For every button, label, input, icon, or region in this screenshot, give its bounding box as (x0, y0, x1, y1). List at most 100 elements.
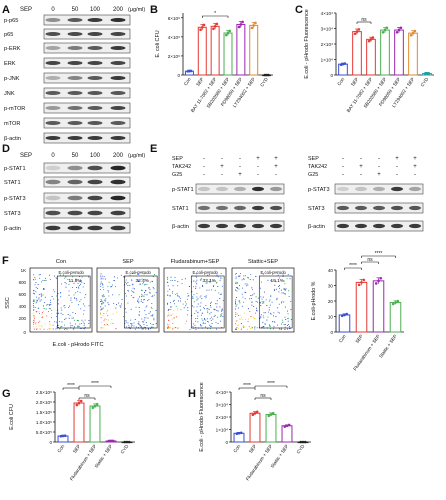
panel-e-left-row-label-1: TAK242 (172, 164, 191, 170)
flow-plot-3-event (254, 317, 256, 319)
flow-plot-1-event (131, 324, 133, 326)
panel-a-letter: A (2, 4, 10, 16)
flow-plot-1-event (141, 318, 143, 320)
flow-plot-1-event (151, 308, 153, 309)
flow-plot-3-event (287, 318, 289, 319)
panel-f-bar-dot-2-0 (374, 282, 378, 285)
panel-d-protein-1: STAT1 (4, 180, 21, 186)
panel-h-dot-4-1 (301, 440, 305, 444)
panel-b-dot-6-2 (267, 73, 270, 77)
panel-g-sig-0-label: **** (67, 383, 75, 389)
flow-plot-1-event (141, 289, 143, 291)
panel-c-dot-2-1 (369, 38, 373, 41)
panel-b-ytick-label-3: 6×10⁶ (168, 16, 180, 21)
panel-b-dot-1-0 (199, 28, 202, 31)
panel-d-blot-strip-4 (43, 222, 131, 234)
flow-plot-1-event (129, 274, 131, 276)
panel-a-band-6-2 (87, 106, 103, 110)
flow-plot-2-event (213, 308, 215, 310)
flow-plot-0-event (69, 322, 71, 324)
panel-e-left-row-label-2: G25 (172, 172, 182, 178)
flow-plot-2-event (168, 312, 170, 314)
panel-f-bar-bar-3 (389, 302, 402, 333)
panel-e-left-sign-0-3: + (256, 156, 260, 162)
flow-plot-2-event (186, 314, 188, 316)
panel-d-band-2-3 (110, 195, 126, 201)
panel-c-dot-3-1 (383, 28, 387, 32)
flow-plot-2-event (178, 300, 180, 302)
flow-plot-2-event (177, 327, 179, 329)
flow-plot-0-event (51, 309, 53, 311)
panel-c-ytick-label-3: 3×10⁴ (321, 27, 333, 32)
flow-plot-3-event (251, 327, 253, 328)
flow-plot-3-event (284, 293, 286, 295)
panel-d-band-4-1 (67, 225, 83, 231)
flow-plot-0-event (57, 303, 59, 305)
flow-plot-1-event (150, 306, 152, 308)
flow-plot-3-event (268, 309, 270, 311)
panel-h-letter: H (188, 388, 196, 400)
panel-h-ytick-label-4: 4×10⁴ (216, 390, 228, 395)
panel-h-dot-0-0 (235, 432, 239, 435)
flow-plot-1-event (100, 306, 102, 308)
flow-plot-2-event (172, 322, 174, 324)
flow-plot-0-event (79, 285, 80, 287)
flow-plot-3-event (243, 277, 244, 279)
flow-plot-1-event (138, 307, 140, 309)
panel-e-left-band-1-4 (270, 205, 282, 211)
flow-plot-1-event (118, 302, 120, 304)
flow-plot-0-event (33, 326, 35, 328)
flow-plot-1-event (138, 302, 140, 304)
flow-plot-3-event (235, 316, 236, 317)
flow-plot-1-gate-label: E.coli-pHrodo (126, 270, 152, 275)
flow-plot-3-event (284, 283, 286, 285)
flow-plot-2-event (186, 320, 188, 322)
flow-plot-3-event (262, 315, 264, 317)
flow-plot-0-event (55, 277, 57, 279)
flow-plot-2-event (195, 310, 197, 312)
panel-a-blot-strip-1 (43, 28, 131, 40)
flow-plot-3-event (278, 303, 280, 305)
flow-plot-2-event (202, 321, 204, 323)
flow-plot-1-event (150, 328, 152, 330)
panel-e-right-sign-1-4: + (413, 164, 417, 170)
flow-plot-0-event (49, 299, 51, 301)
panel-e-left-band-1-1 (216, 205, 228, 211)
flow-plot-0-event (33, 309, 35, 311)
panel-c-dot-4-1 (397, 28, 401, 32)
flow-plot-1-event (106, 323, 107, 325)
panel-a-blot-strip-4 (43, 72, 131, 84)
flow-plot-1-event (106, 324, 108, 325)
panel-g-dot-3-1 (109, 439, 113, 443)
flow-plot-3-event (280, 289, 282, 291)
flow-plot-3-event (252, 289, 253, 291)
flow-plot-0-event (53, 291, 55, 293)
panel-f-bar-bar-2 (372, 280, 385, 333)
panel-a-blot-strip-7 (43, 117, 131, 129)
flow-plot-0-event (34, 284, 36, 286)
flow-plot-1-event (149, 311, 151, 313)
flow-plot-2-event (169, 326, 171, 328)
panel-b-dot-1-1 (200, 26, 204, 29)
panel-d-blot-strip-2 (43, 192, 131, 204)
flow-plot-2-event (192, 297, 194, 299)
panel-c-dot-3-2 (385, 26, 389, 30)
flow-plot-0-event (59, 328, 61, 330)
flow-plot-0-event (40, 324, 42, 326)
flow-plot-2-event (167, 290, 169, 292)
flow-plot-0-event (40, 299, 42, 301)
panel-f-ytick-4: 200 (19, 316, 27, 321)
flow-plot-2-event (194, 325, 196, 326)
panel-e-right-band-0-2 (373, 186, 385, 192)
panel-e-left-band-1-2 (234, 205, 246, 211)
flow-plot-0-event (73, 328, 75, 330)
panel-c-dot-6-1 (425, 72, 429, 75)
panel-a-band-5-1 (67, 91, 83, 95)
flow-plot-3-event (266, 305, 268, 307)
panel-c-bar-0 (338, 63, 348, 76)
flow-plot-3-event (290, 300, 292, 302)
flow-plot-0-event (39, 274, 41, 276)
panel-g-ytick-label-2: 1.0×10⁶ (36, 420, 52, 425)
flow-plot-2-event (167, 325, 169, 327)
flow-plot-3-event (247, 318, 249, 320)
